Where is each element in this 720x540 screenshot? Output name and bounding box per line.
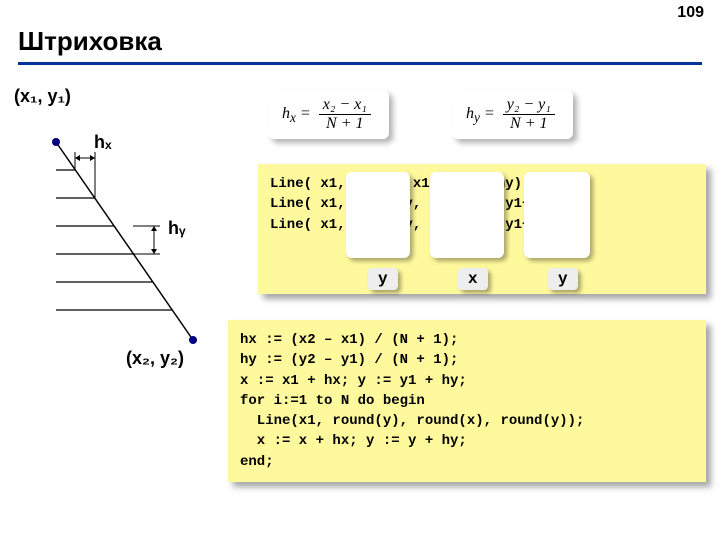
formula-hy-lhs: hy	[466, 105, 480, 122]
p1-label: (x₁, y₁)	[14, 86, 71, 107]
tag-x: x	[458, 268, 488, 290]
formula-hx: hx = x₂ − x₁ N + 1	[268, 90, 389, 139]
tag-y-right: y	[548, 268, 578, 290]
formula-hy-num: y₂ − y₁	[503, 96, 555, 115]
p2-label: (x₂, y₂)	[126, 348, 184, 369]
page-number: 109	[677, 4, 704, 22]
highlight-col-y1	[346, 172, 410, 258]
code2-line5: Line(x1, round(y), round(x), round(y));	[240, 411, 694, 431]
hatching-diagram: (x₁, y₁) (x₂, y₂) hₓ hᵧ	[18, 90, 218, 370]
code2-line2: hy := (y2 – y1) / (N + 1);	[240, 350, 694, 370]
page-title: Штриховка	[18, 26, 162, 57]
diagram-svg	[18, 90, 218, 370]
formula-hy-den: N + 1	[503, 115, 555, 133]
code2-line4: for i:=1 to N do begin	[240, 391, 694, 411]
highlight-col-y2	[524, 172, 590, 258]
code2-line1: hx := (x2 – x1) / (N + 1);	[240, 330, 694, 350]
formula-hx-num: x₂ − x₁	[319, 96, 371, 115]
hx-label: hₓ	[94, 132, 112, 153]
formula-hy: hy = y₂ − y₁ N + 1	[452, 90, 573, 139]
hy-label: hᵧ	[168, 218, 186, 239]
code2-line6: x := x + hx; y := y + hy;	[240, 431, 694, 451]
formula-hx-den: N + 1	[319, 115, 371, 133]
title-underline	[18, 62, 702, 65]
tag-y-left: y	[368, 268, 398, 290]
code2-line7: end;	[240, 452, 694, 472]
code-box-loop: hx := (x2 – x1) / (N + 1); hy := (y2 – y…	[228, 320, 706, 482]
formula-hx-lhs: hx	[282, 105, 296, 122]
code2-line3: x := x1 + hx; y := y1 + hy;	[240, 371, 694, 391]
highlight-col-x	[430, 172, 504, 258]
